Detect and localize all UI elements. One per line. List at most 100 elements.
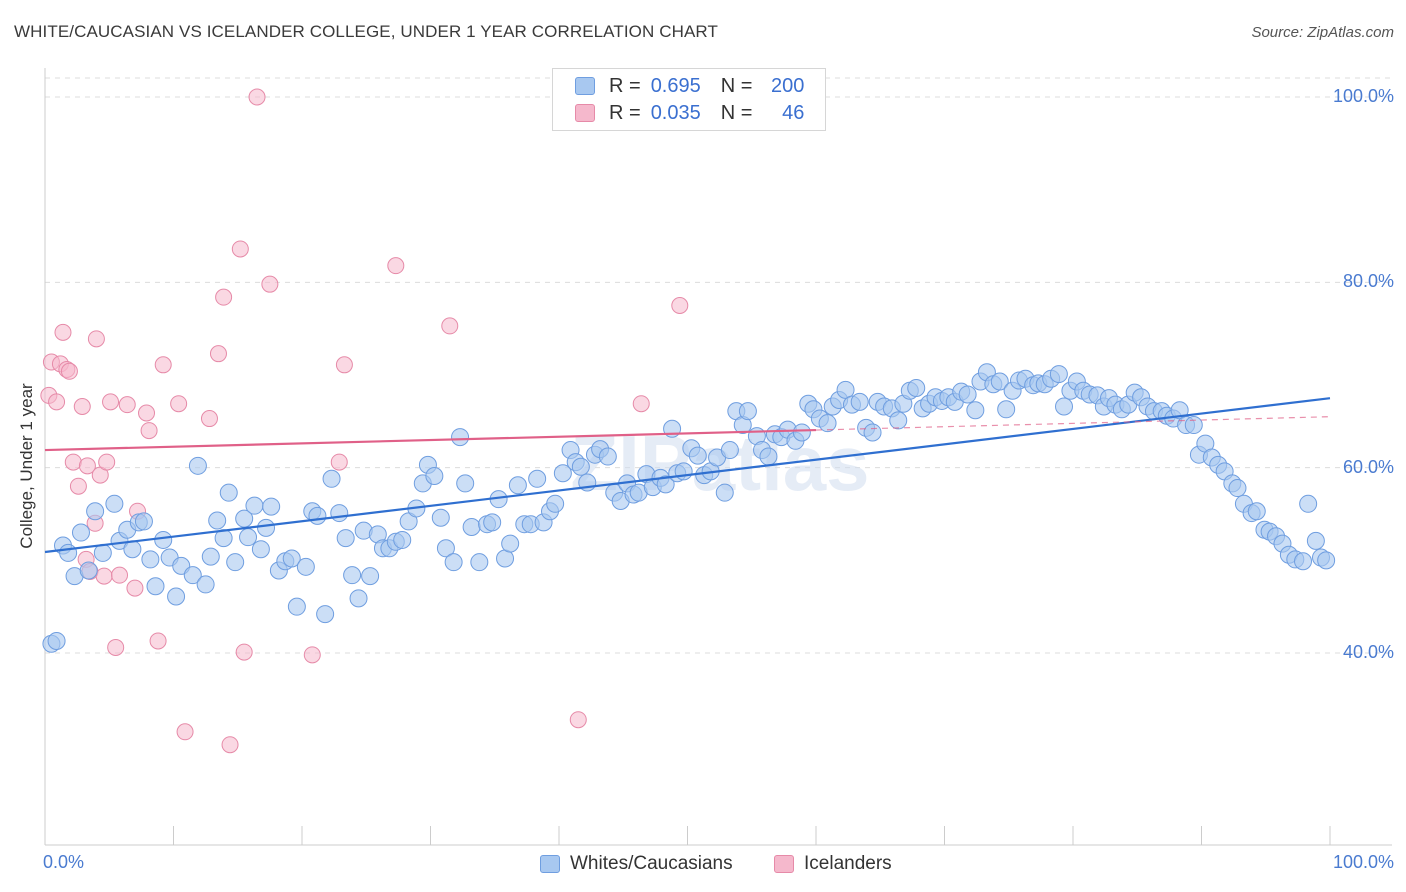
white-point	[141, 550, 160, 569]
legend-r-value: 0.695	[650, 74, 701, 97]
white-point	[444, 553, 463, 572]
white-point	[436, 539, 455, 558]
legend-n-value: 200	[771, 74, 805, 97]
white-point	[1294, 552, 1313, 571]
white-point	[245, 496, 264, 515]
white-point	[990, 372, 1009, 391]
white-point	[308, 506, 327, 525]
legend-item-whites: Whites/Caucasians	[540, 852, 733, 876]
white-point	[349, 589, 368, 608]
white-point	[93, 543, 112, 562]
white-point	[656, 475, 675, 494]
icelander-point	[215, 288, 233, 306]
legend-label: Whites/Caucasians	[570, 853, 733, 874]
icelander-point	[387, 257, 405, 275]
white-point	[553, 464, 572, 483]
whites-trend-line	[44, 397, 1331, 554]
icelander-point	[176, 723, 194, 741]
white-point	[850, 392, 869, 411]
white-point	[508, 476, 527, 495]
y-axis-title: College, Under 1 year	[17, 383, 36, 549]
white-point	[907, 378, 926, 397]
icelander-point	[111, 566, 129, 584]
icelander-point	[248, 88, 266, 106]
trend-lines	[44, 397, 1331, 554]
icelander-point	[73, 398, 91, 416]
icelander-point	[138, 404, 156, 422]
white-point	[208, 511, 227, 530]
white-point	[759, 447, 778, 466]
white-point	[1184, 416, 1203, 435]
x-tick-label: 100.0%	[1332, 852, 1394, 872]
white-point	[343, 566, 362, 585]
icelander-point	[335, 356, 353, 374]
white-point	[251, 540, 270, 559]
white-point	[79, 561, 98, 580]
white-point	[239, 528, 258, 547]
white-point	[1317, 551, 1336, 570]
blue-swatch-icon	[575, 77, 595, 95]
white-point	[792, 423, 811, 442]
axes	[44, 68, 1392, 846]
legend-n-value: 46	[782, 101, 805, 124]
white-point	[282, 549, 301, 568]
white-point	[47, 631, 66, 650]
correlation-legend: R = 0.695 N = 200 R = 0.035 N = 46	[552, 68, 826, 131]
white-point	[257, 518, 276, 537]
icelander-point	[107, 638, 125, 656]
icelander-point	[441, 317, 459, 335]
white-point	[146, 577, 165, 596]
white-point	[1299, 494, 1318, 513]
white-point	[456, 474, 475, 493]
source-note: Source: ZipAtlas.com	[1251, 24, 1394, 41]
white-point	[71, 523, 90, 542]
icelander-point	[231, 240, 249, 258]
white-point	[1306, 531, 1325, 550]
whites-points	[42, 363, 1336, 653]
white-point	[154, 530, 173, 549]
icelander-point	[209, 345, 227, 363]
icelander-point	[170, 395, 188, 413]
legend-row-icelanders: R = 0.035 N = 46	[575, 102, 804, 124]
icelander-point	[261, 275, 279, 293]
icelander-point	[95, 567, 113, 585]
white-point	[818, 414, 837, 433]
pink-swatch-icon	[774, 855, 794, 873]
white-point	[86, 502, 105, 521]
icelander-point	[632, 395, 650, 413]
white-point	[219, 483, 238, 502]
white-point	[720, 441, 739, 460]
icelander-point	[154, 356, 172, 374]
pink-swatch-icon	[575, 104, 595, 122]
white-point	[167, 587, 186, 606]
white-point	[188, 456, 207, 475]
blue-swatch-icon	[540, 855, 560, 873]
white-point	[738, 402, 757, 421]
white-point	[262, 497, 281, 516]
white-point	[966, 401, 985, 420]
legend-r-label: R =	[609, 74, 641, 97]
icelander-point	[69, 477, 87, 495]
icelander-point	[48, 393, 66, 411]
white-point	[105, 494, 124, 513]
icelander-point	[235, 643, 253, 661]
white-point	[336, 529, 355, 548]
white-point	[361, 567, 380, 586]
white-point	[196, 575, 215, 594]
y-tick-label: 60.0%	[1342, 456, 1394, 477]
white-point	[59, 543, 78, 562]
icelander-point	[221, 736, 239, 754]
legend-item-icelanders: Icelanders	[774, 852, 892, 876]
white-point	[715, 483, 734, 502]
y-tick-label: 100.0%	[1332, 86, 1394, 106]
icelander-point	[330, 453, 348, 471]
white-point	[688, 446, 707, 465]
icelander-point	[671, 297, 689, 314]
white-point	[598, 447, 617, 466]
white-point	[528, 469, 547, 488]
legend-n-label: N =	[720, 101, 753, 124]
white-point	[226, 553, 245, 572]
icelander-point	[54, 323, 72, 341]
legend-r-label: R =	[609, 101, 641, 124]
icelander-point	[78, 457, 96, 475]
